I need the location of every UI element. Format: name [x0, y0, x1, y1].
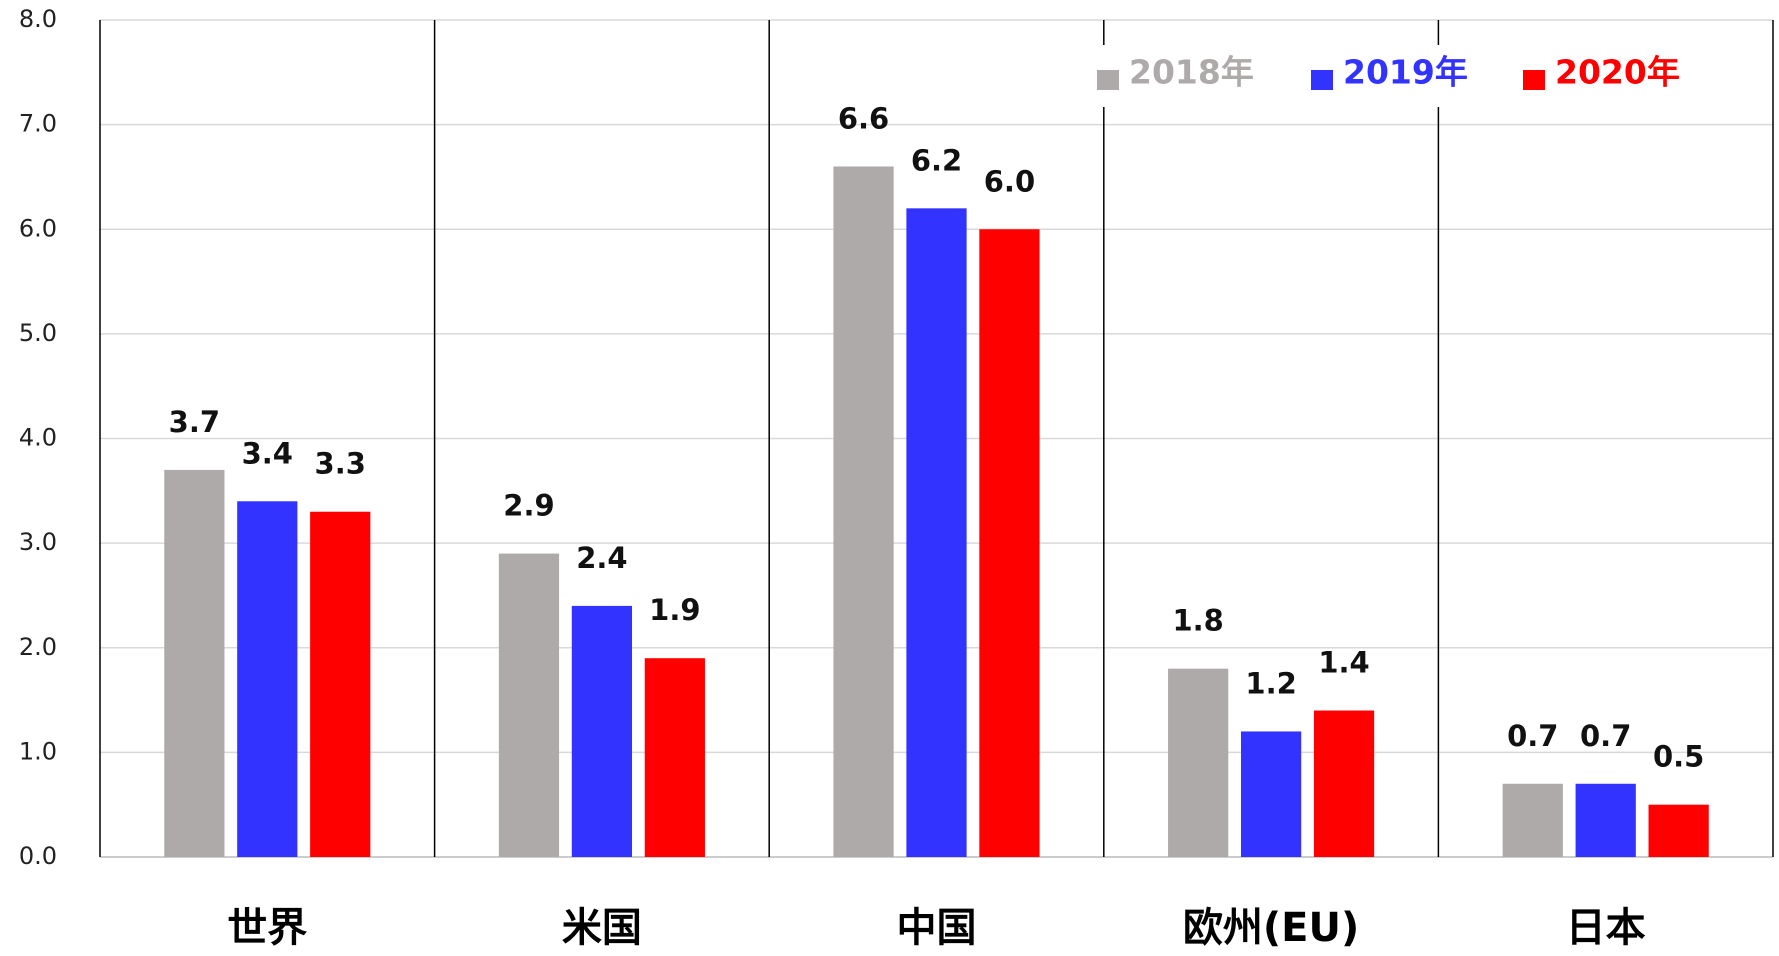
y-tick-label: 6.0	[19, 214, 57, 242]
data-label: 0.7	[1507, 719, 1558, 753]
data-label: 3.4	[242, 436, 293, 470]
data-label: 2.4	[576, 541, 627, 575]
bar	[644, 658, 705, 857]
legend-swatch	[1523, 70, 1545, 90]
y-tick-label: 7.0	[19, 110, 57, 138]
data-label: 6.2	[911, 143, 962, 177]
x-tick-label: 欧州(EU)	[1183, 905, 1359, 951]
legend-label: 2019年	[1343, 53, 1468, 92]
x-tick-label: 日本	[1566, 905, 1646, 951]
legend-background	[1090, 45, 1710, 107]
data-label: 1.2	[1245, 666, 1296, 700]
bar	[237, 501, 298, 857]
legend-swatch	[1097, 70, 1119, 90]
bar	[164, 469, 225, 857]
x-tick-label: 米国	[562, 905, 642, 951]
y-tick-label: 5.0	[19, 319, 57, 347]
data-label: 6.0	[984, 164, 1035, 198]
bar	[1575, 783, 1636, 857]
bar	[1240, 731, 1302, 857]
bar	[979, 229, 1040, 857]
bar	[1313, 710, 1375, 857]
y-tick-label: 2.0	[19, 633, 57, 661]
bar	[310, 511, 371, 857]
data-label: 3.7	[169, 405, 220, 439]
legend-label: 2020年	[1555, 53, 1680, 92]
y-tick-label: 8.0	[19, 5, 57, 33]
data-label: 6.6	[838, 101, 889, 135]
y-tick-label: 3.0	[19, 528, 57, 556]
x-tick-label: 中国	[897, 905, 977, 951]
data-label: 2.9	[503, 489, 554, 523]
bar	[571, 605, 633, 857]
y-tick-label: 1.0	[19, 737, 57, 765]
data-label: 3.3	[315, 447, 366, 481]
y-tick-label: 4.0	[19, 424, 57, 452]
bar	[833, 166, 894, 858]
data-label: 1.8	[1172, 604, 1223, 638]
bar	[1168, 668, 1229, 857]
bar	[906, 208, 967, 857]
x-tick-label: 世界	[227, 905, 307, 951]
data-label: 1.9	[649, 593, 700, 627]
data-label: 0.5	[1653, 740, 1704, 774]
bar	[498, 553, 560, 857]
legend-label: 2018年	[1129, 53, 1254, 92]
bar	[1502, 783, 1563, 857]
bar	[1648, 804, 1709, 857]
y-tick-label: 0.0	[19, 842, 57, 870]
data-label: 0.7	[1580, 719, 1631, 753]
legend-swatch	[1311, 70, 1333, 90]
data-label: 1.4	[1318, 646, 1369, 680]
